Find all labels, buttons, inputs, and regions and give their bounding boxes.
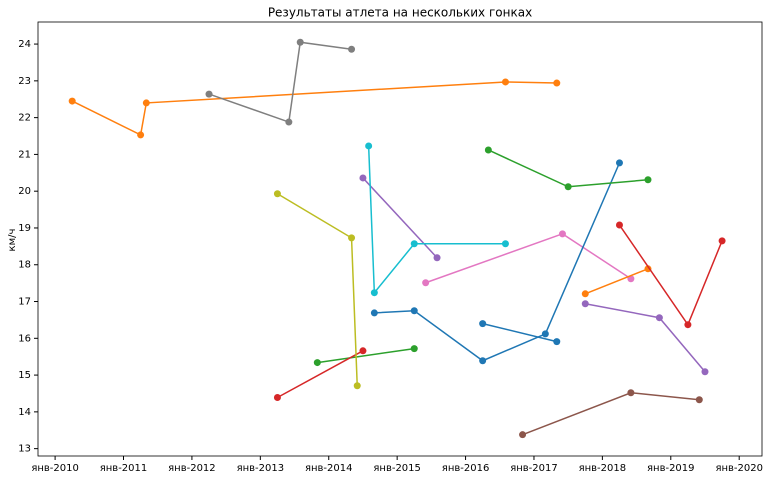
data-point	[273, 190, 281, 198]
series-line	[585, 302, 706, 373]
data-point	[68, 97, 76, 105]
data-point	[541, 330, 549, 338]
x-tick-label: янв-2010	[31, 463, 79, 474]
series-line	[482, 322, 557, 343]
data-point	[296, 38, 304, 46]
data-point	[410, 345, 418, 353]
data-point	[422, 279, 430, 287]
series-line	[208, 41, 352, 124]
x-tick-label: янв-2011	[100, 463, 148, 474]
x-tick-label: янв-2019	[647, 463, 695, 474]
series-line	[71, 81, 557, 137]
x-tick-label: янв-2013	[237, 463, 285, 474]
x-tick-label: янв-2018	[579, 463, 627, 474]
data-point	[479, 357, 487, 365]
data-point	[479, 320, 487, 328]
data-point	[205, 90, 213, 98]
y-tick-label: 20	[18, 186, 31, 197]
data-point	[484, 146, 492, 154]
data-point	[142, 99, 150, 107]
data-point	[359, 347, 367, 355]
data-point	[553, 338, 561, 346]
y-tick-label: 18	[18, 260, 31, 271]
data-point	[353, 382, 361, 390]
y-tick-label: 13	[18, 444, 31, 455]
y-tick-label: 15	[18, 370, 31, 381]
y-tick-label: 22	[18, 113, 31, 124]
data-point	[359, 174, 367, 182]
y-tick-label: 19	[18, 223, 31, 234]
series-line	[362, 177, 438, 259]
data-point	[285, 118, 293, 126]
data-point	[501, 240, 509, 248]
chart-title: Результаты атлета на нескольких гонках	[268, 6, 532, 20]
data-point	[410, 307, 418, 315]
series-line	[425, 233, 632, 284]
y-tick-label: 24	[18, 39, 31, 50]
data-point	[558, 230, 566, 238]
x-tick-label: янв-2016	[442, 463, 490, 474]
data-point	[501, 78, 509, 86]
series-line	[374, 162, 621, 362]
plot-frame	[37, 21, 763, 457]
data-point	[655, 314, 663, 322]
x-tick-label: янв-2012	[168, 463, 216, 474]
data-point	[581, 290, 589, 298]
series-line	[522, 391, 700, 436]
y-tick-label: 23	[18, 76, 31, 87]
data-point	[348, 45, 356, 53]
data-point	[615, 221, 623, 229]
x-tick-label: янв-2020	[715, 463, 763, 474]
data-point	[718, 237, 726, 245]
data-point	[615, 159, 623, 167]
data-point	[644, 265, 652, 273]
data-point	[370, 309, 378, 317]
series-line	[488, 149, 649, 188]
data-point	[695, 396, 703, 404]
data-point	[410, 240, 418, 248]
data-point	[581, 300, 589, 308]
series-line	[317, 347, 415, 364]
x-tick-label: янв-2015	[373, 463, 421, 474]
x-tick-label: янв-2014	[305, 463, 353, 474]
data-point	[701, 368, 709, 376]
y-tick-label: 17	[18, 297, 31, 308]
series-line	[277, 193, 358, 386]
series-line	[584, 268, 649, 295]
y-axis-label: км/ч	[7, 229, 18, 252]
data-point	[348, 234, 356, 242]
data-point	[137, 131, 145, 139]
y-tick-label: 16	[18, 333, 31, 344]
data-point	[627, 389, 635, 397]
y-tick-label: 14	[18, 407, 31, 418]
data-point	[684, 321, 692, 329]
series-line	[618, 224, 723, 327]
data-point	[644, 176, 652, 184]
data-point	[519, 431, 527, 439]
y-tick-label: 21	[18, 149, 31, 160]
data-point	[370, 289, 378, 297]
data-point	[433, 254, 441, 262]
series-line	[367, 145, 506, 295]
x-tick-label: янв-2017	[510, 463, 558, 474]
data-point	[365, 142, 373, 150]
data-point	[313, 359, 321, 367]
data-point	[564, 183, 572, 191]
data-point	[273, 394, 281, 402]
data-point	[553, 79, 561, 87]
series-line	[277, 350, 364, 399]
